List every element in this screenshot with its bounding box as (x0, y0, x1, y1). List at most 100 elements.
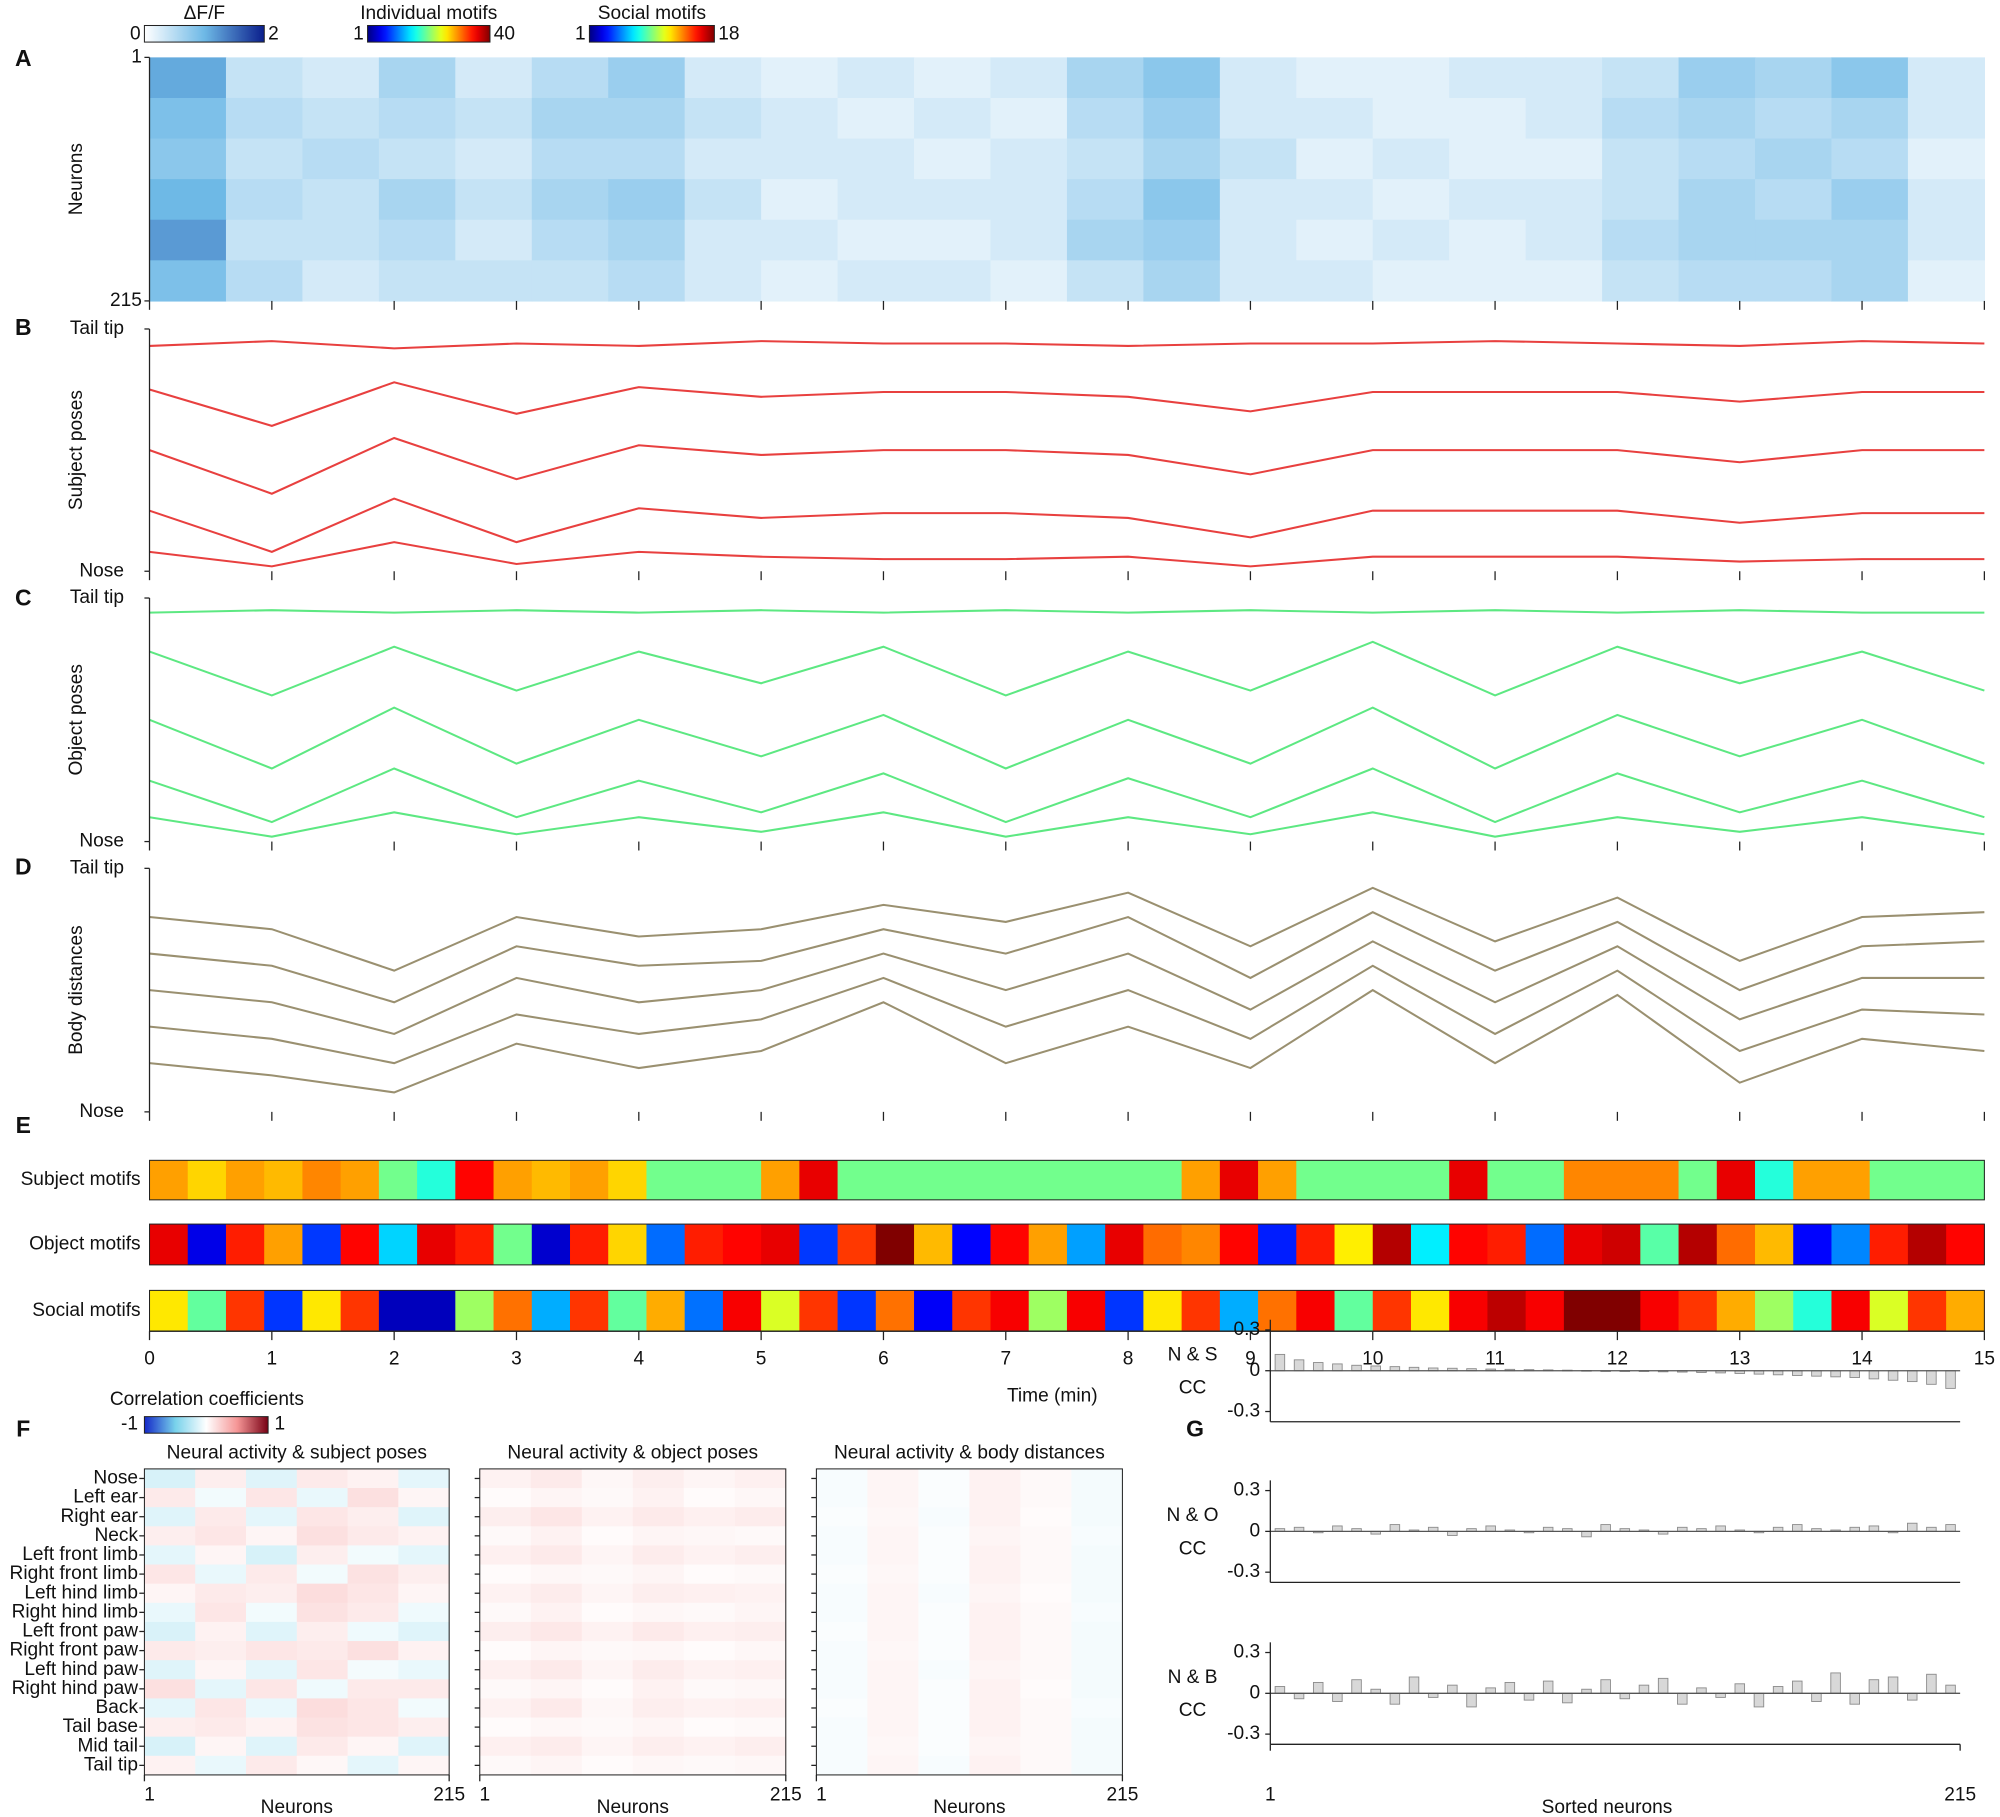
pose-line (149, 964, 1985, 1065)
heatmap-cell (296, 1698, 349, 1719)
colorbar-tick-label: 2 (268, 23, 279, 44)
heatmap-cell (816, 1468, 868, 1489)
heatmap-cell (144, 1583, 196, 1604)
heatmap-cell (816, 1736, 868, 1757)
heatmap-cell (816, 1660, 868, 1680)
heatmap-cell (816, 1583, 868, 1604)
heatmap-cell (1020, 1660, 1072, 1680)
y-axis-label: N & B (1168, 1667, 1218, 1688)
heatmap-cell (761, 57, 839, 99)
heatmap-cell (530, 1641, 583, 1661)
heatmap-cell (479, 1526, 532, 1546)
motif-segment (761, 1224, 800, 1265)
heatmap-cell (1525, 97, 1603, 140)
motif-segment (531, 1160, 571, 1200)
heatmap-cell (918, 1736, 970, 1757)
heatmap-cell (734, 1488, 787, 1508)
heatmap-cell (990, 179, 1068, 221)
heatmap-cell (734, 1717, 787, 1738)
colorbar (588, 24, 715, 43)
bar (1351, 1679, 1362, 1694)
bar (1619, 1692, 1631, 1700)
heatmap-cell (761, 179, 839, 221)
bar (1868, 1679, 1880, 1694)
motif-segment (570, 1160, 609, 1200)
pose-line (149, 767, 1985, 824)
heatmap-cell (1831, 179, 1909, 221)
motif-segment (837, 1160, 877, 1200)
motif-segment (264, 1160, 303, 1200)
x-tick-label: 1 (1265, 1784, 1276, 1805)
colorbar-tick-label: 40 (494, 23, 515, 44)
heatmap-cell (608, 179, 686, 221)
heatmap-cell (347, 1641, 399, 1661)
motif-segment (608, 1160, 647, 1200)
heatmap-cell (479, 1736, 532, 1757)
motif-segment (187, 1160, 227, 1200)
heatmap-cell (1071, 1736, 1123, 1757)
y-tick-label: 0.3 (1234, 1319, 1261, 1340)
motif-segment (1066, 1290, 1106, 1332)
heatmap-cell (1755, 138, 1833, 180)
panel-letter: B (15, 314, 32, 340)
heatmap-cell (914, 97, 992, 140)
motif-segment (1907, 1290, 1947, 1332)
colorbar-tick-label: 1 (353, 23, 364, 44)
heatmap-cell (245, 1698, 298, 1719)
heatmap-cell (1020, 1679, 1072, 1699)
heatmap-cell (296, 1507, 349, 1527)
heatmap-cell (1066, 179, 1145, 221)
heatmap-cell (302, 179, 380, 221)
heatmap-cell (225, 219, 304, 261)
x-tick-label: 1 (480, 1784, 491, 1805)
motif-segment (1449, 1224, 1488, 1265)
x-tick-label: 1 (267, 1348, 278, 1369)
heatmap-cell (867, 1488, 919, 1508)
motif-segment (1602, 1160, 1641, 1200)
bar (1657, 1677, 1669, 1694)
heatmap-cell (479, 1698, 532, 1719)
heatmap-cell (1831, 219, 1909, 261)
heatmap-cell (867, 1755, 919, 1776)
heatmap-cell (302, 219, 380, 261)
heatmap-cell (530, 1602, 583, 1623)
heatmap-cell (734, 1526, 787, 1546)
colorbar (143, 1416, 269, 1434)
motif-segment (1602, 1224, 1641, 1265)
bar (1926, 1370, 1937, 1385)
heatmap-cell (225, 97, 304, 140)
row-label: Right hind limb (12, 1601, 138, 1622)
heatmap-cell (530, 1621, 583, 1642)
heatmap-cell (918, 1755, 970, 1776)
heatmap-cell (1755, 260, 1833, 302)
motif-segment (493, 1160, 533, 1200)
heatmap-cell (1219, 138, 1297, 180)
bar (1906, 1522, 1918, 1532)
heatmap-cell (683, 1488, 736, 1508)
bar (1485, 1687, 1496, 1694)
heatmap-cell (1372, 57, 1450, 99)
heatmap-cell (837, 97, 915, 140)
heatmap-cell (1071, 1641, 1123, 1661)
heatmap-cell (398, 1468, 450, 1489)
x-axis-label: Time (min) (1007, 1385, 1098, 1406)
heatmap-cell (1071, 1526, 1123, 1546)
heatmap-cell (1755, 57, 1833, 99)
heatmap-cell (816, 1526, 868, 1546)
heatmap-cell (990, 57, 1068, 99)
motif-segment (149, 1290, 189, 1332)
heatmap-cell (1066, 138, 1145, 180)
heatmap-cell (479, 1488, 532, 1508)
motif-segment (1258, 1224, 1297, 1265)
motif-segment (1066, 1224, 1106, 1265)
heatmap-cell (918, 1717, 970, 1738)
heatmap-cell (378, 138, 456, 180)
heatmap-cell (683, 1507, 736, 1527)
y-tick-label: 0.3 (1234, 1642, 1261, 1663)
panel-letter: F (16, 1416, 30, 1442)
motif-segment (684, 1160, 724, 1200)
motif-segment (378, 1160, 418, 1200)
heatmap-cell (398, 1660, 450, 1680)
x-tick-label: 1 (816, 1784, 827, 1805)
heatmap-cell (816, 1755, 868, 1776)
